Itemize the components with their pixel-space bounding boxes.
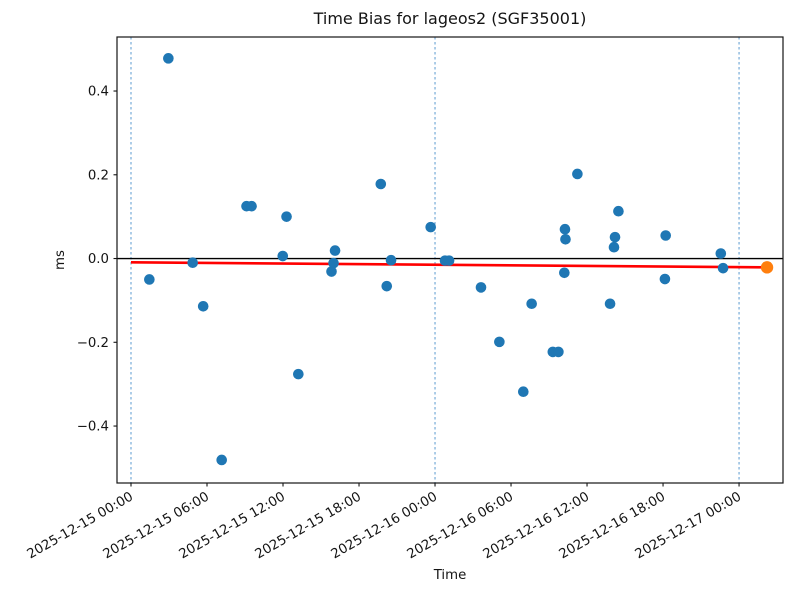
observation-point — [659, 273, 671, 285]
plot-frame — [116, 36, 784, 484]
y-axis-label: ms — [53, 250, 68, 270]
observation-point — [559, 267, 570, 279]
observation-point — [660, 230, 671, 241]
y-tick-label: 0.4 — [88, 85, 109, 100]
observation-point — [494, 336, 505, 348]
observation-point — [328, 257, 339, 269]
x-axis-label: Time — [433, 568, 467, 583]
observation-point — [293, 368, 304, 380]
observation-point — [216, 454, 227, 466]
y-tick-label: −0.2 — [77, 336, 109, 351]
observation-point — [443, 255, 455, 266]
observation-point — [604, 298, 616, 310]
observation-point — [385, 254, 397, 266]
observation-point — [526, 298, 537, 310]
observation-point — [246, 200, 257, 212]
observation-point — [608, 241, 620, 253]
observation-point — [163, 53, 174, 64]
prediction-point — [760, 261, 774, 274]
observation-point — [518, 386, 529, 398]
observation-point — [277, 250, 289, 262]
observation-point — [326, 266, 337, 277]
observation-point — [281, 211, 292, 222]
observation-point — [609, 231, 621, 243]
observation-point — [613, 205, 624, 217]
observation-point — [187, 257, 198, 269]
y-tick-label: 0.0 — [88, 252, 109, 267]
observation-point — [375, 178, 387, 190]
observation-point — [381, 280, 393, 292]
plot-area — [117, 37, 783, 483]
observation-point — [560, 233, 571, 245]
chart-title: Time Bias for lageos2 (SGF35001) — [313, 9, 587, 28]
observation-point — [475, 282, 487, 293]
observation-point — [572, 168, 583, 180]
observation-point — [717, 262, 729, 274]
observation-point — [425, 221, 437, 233]
y-tick-label: 0.2 — [88, 168, 109, 183]
observation-point — [197, 300, 209, 312]
observation-point — [715, 248, 727, 259]
observation-point — [144, 274, 155, 285]
observation-point — [553, 346, 564, 358]
y-tick-label: −0.4 — [77, 420, 109, 435]
observation-point — [559, 223, 571, 235]
observation-point — [329, 245, 341, 256]
